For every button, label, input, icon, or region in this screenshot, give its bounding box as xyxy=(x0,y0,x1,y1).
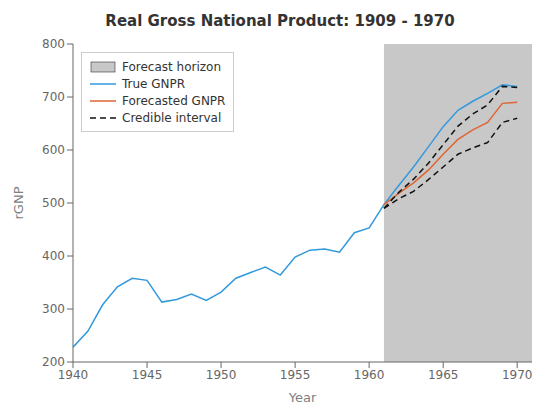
html-text:Credible interval: Credible interval xyxy=(122,110,222,125)
html-text:True GNPR: True GNPR xyxy=(122,76,186,91)
svg-text:1950: 1950 xyxy=(206,368,237,382)
svg-text:1945: 1945 xyxy=(132,368,163,382)
svg-text:Year: Year xyxy=(288,390,317,405)
svg-text:1965: 1965 xyxy=(428,368,459,382)
svg-text:600: 600 xyxy=(42,143,65,157)
svg-text:1970: 1970 xyxy=(502,368,533,382)
svg-text:500: 500 xyxy=(42,196,65,210)
html-text:Forecasted GNPR: Forecasted GNPR xyxy=(122,93,226,108)
svg-text:400: 400 xyxy=(42,249,65,263)
svg-text:300: 300 xyxy=(42,302,65,316)
svg-text:1940: 1940 xyxy=(58,368,89,382)
svg-text:700: 700 xyxy=(42,90,65,104)
svg-text:800: 800 xyxy=(42,37,65,51)
svg-text:1960: 1960 xyxy=(354,368,385,382)
html-text:Forecast horizon: Forecast horizon xyxy=(122,59,222,74)
html-text:Real Gross National Product: 1: Real Gross National Product: 1909 - 1970 xyxy=(105,12,455,30)
svg-text:1955: 1955 xyxy=(280,368,311,382)
svg-text:200: 200 xyxy=(42,355,65,369)
svg-text:rGNP: rGNP xyxy=(11,186,26,219)
